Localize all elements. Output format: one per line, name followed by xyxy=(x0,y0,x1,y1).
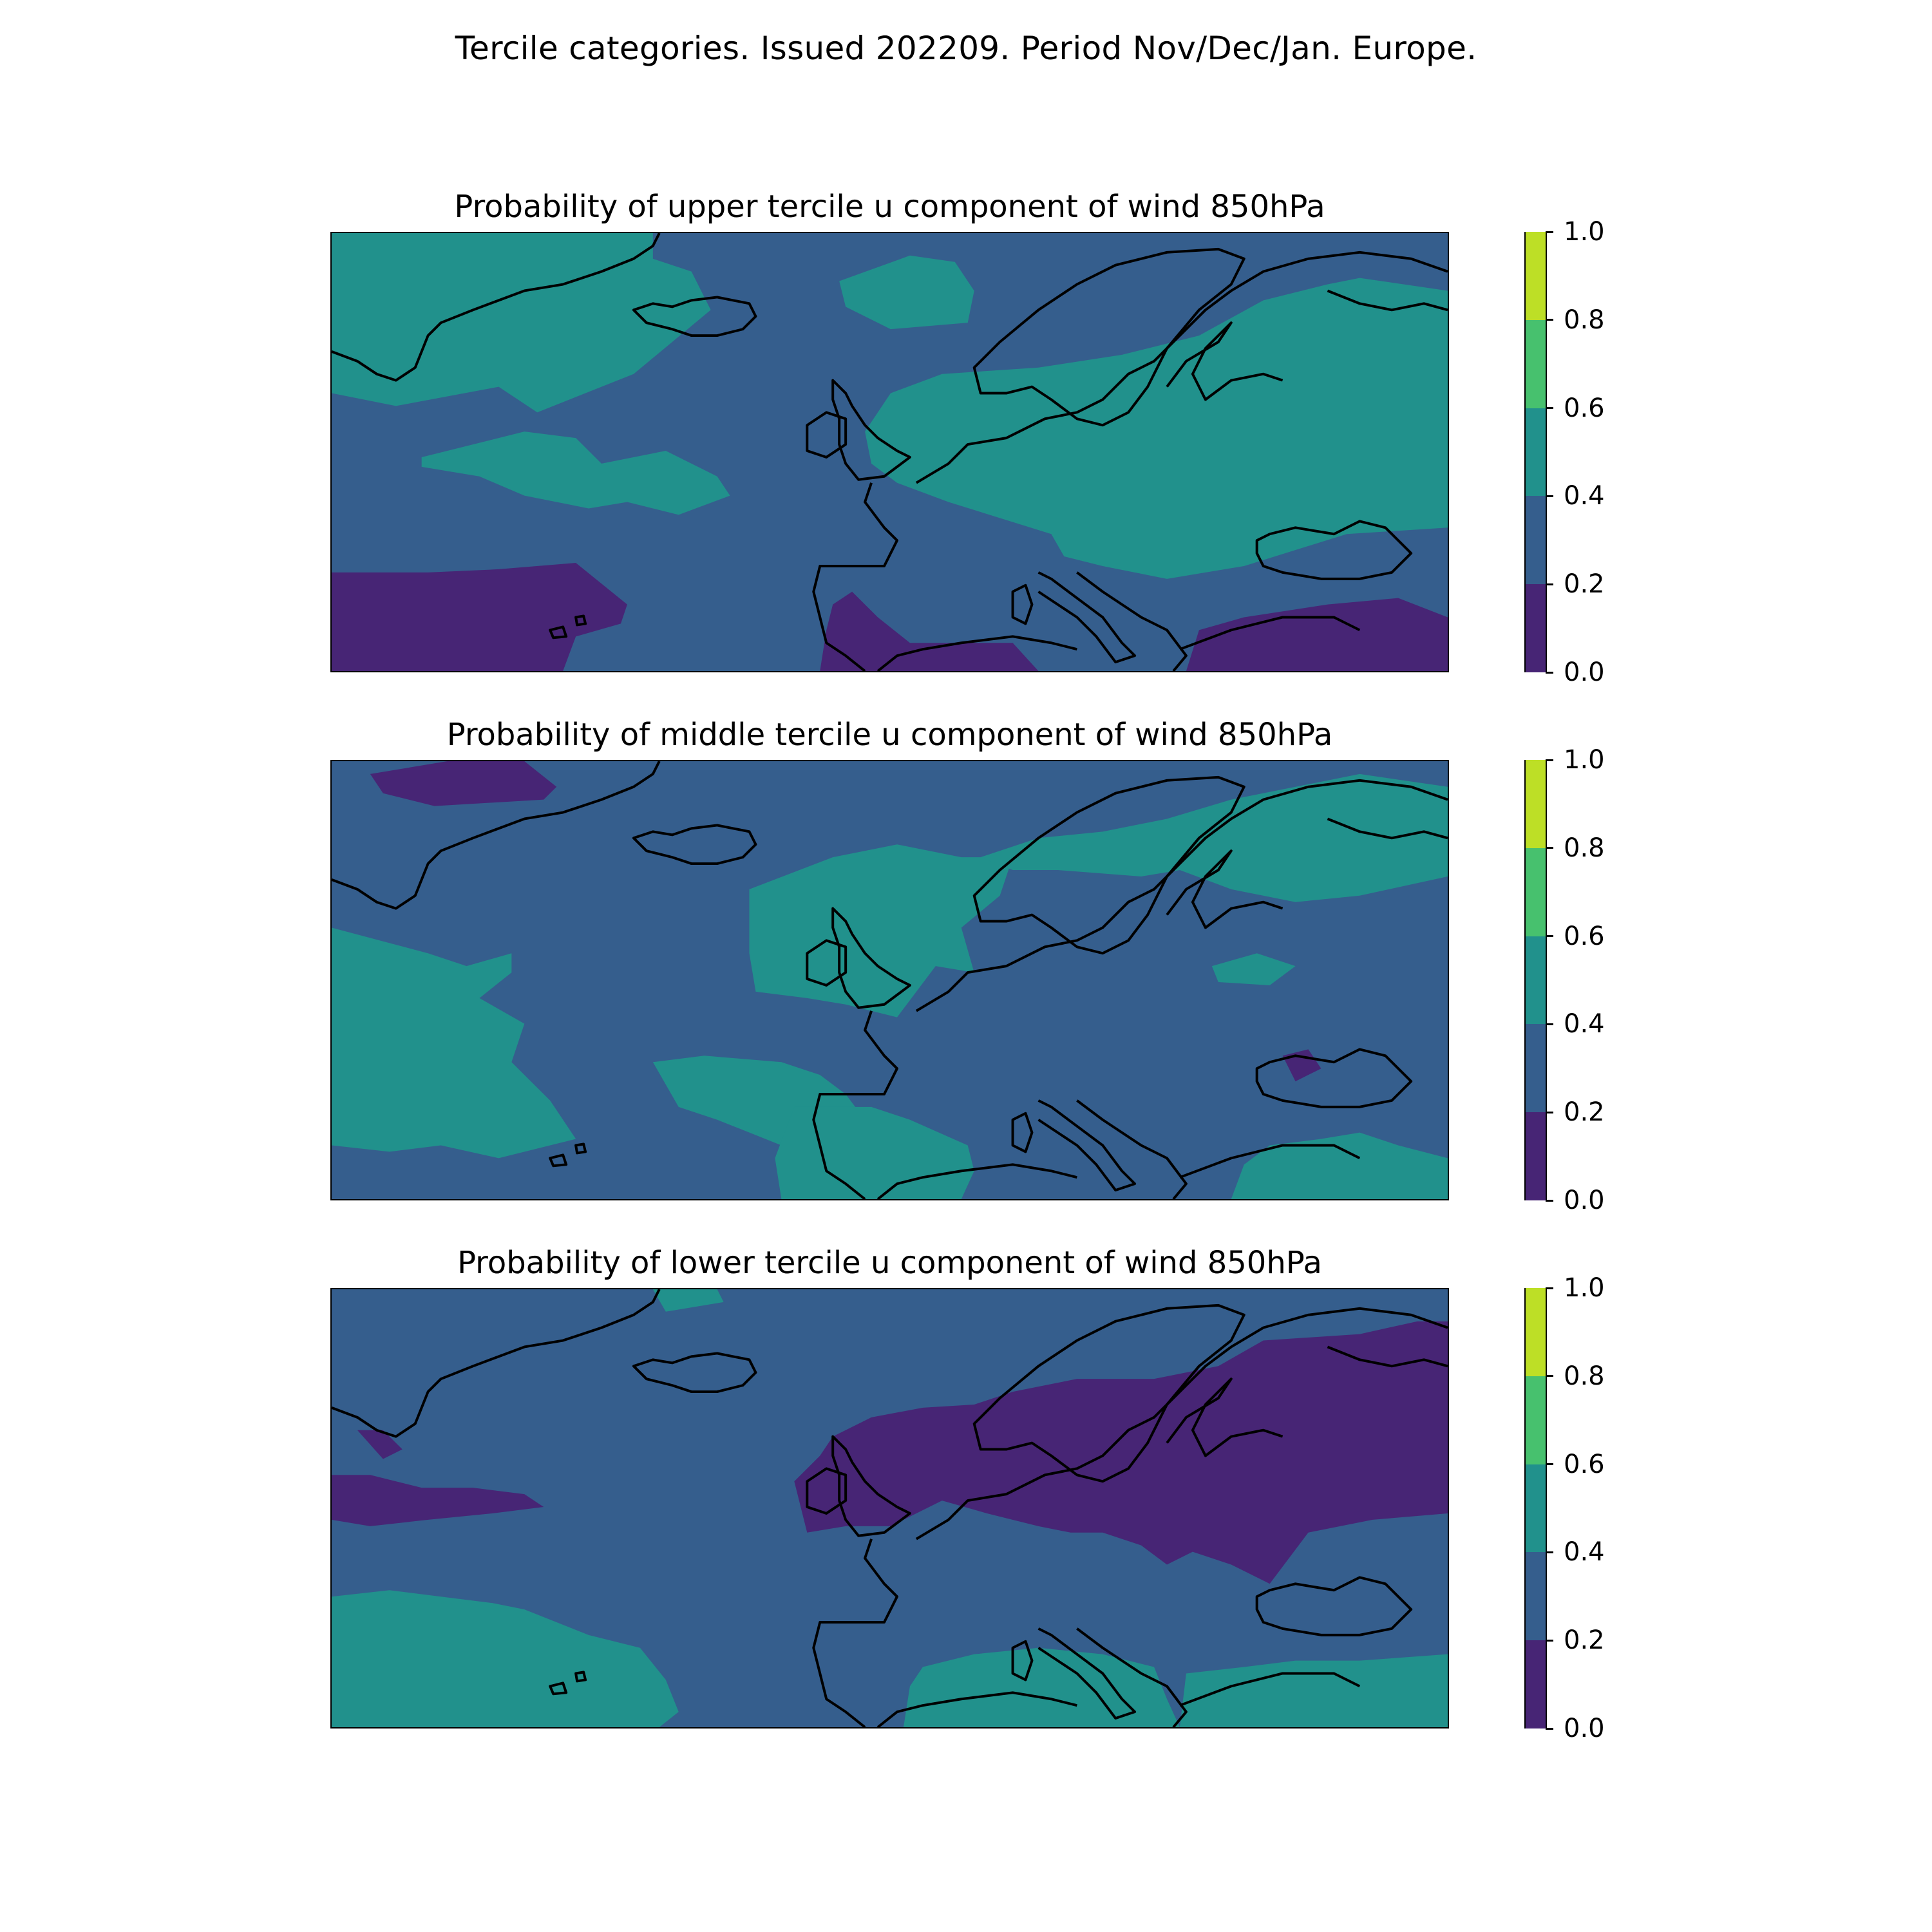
region-norwegian-sea-patch xyxy=(839,255,974,330)
region-north-scandinavia xyxy=(980,773,1448,902)
colorbar-bin-2 xyxy=(1526,408,1546,497)
colorbar-tick xyxy=(1546,759,1553,761)
region-atlantic-west xyxy=(332,927,576,1159)
figure-title: Tercile categories. Issued 202209. Perio… xyxy=(455,30,1477,67)
colorbar-bin-0 xyxy=(1526,1112,1546,1200)
colorbar-bin-4 xyxy=(1526,232,1546,320)
colorbar-lower xyxy=(1524,1288,1547,1728)
panel-title-lower: Probability of lower tercile u component… xyxy=(457,1245,1322,1281)
region-greenland-band xyxy=(332,233,711,413)
colorbar-tick-label: 0.0 xyxy=(1564,658,1605,687)
map-upper-canvas xyxy=(332,233,1448,671)
region-baltic-patch xyxy=(1211,953,1296,985)
colorbar-tick-label: 1.0 xyxy=(1564,217,1605,247)
colorbar-tick xyxy=(1546,671,1553,674)
region-east-med-high xyxy=(1179,1654,1448,1727)
map-middle-canvas xyxy=(332,761,1448,1199)
colorbar-bin-4 xyxy=(1526,760,1546,848)
region-north-europe-low xyxy=(794,1321,1448,1584)
colorbar-tick-label: 1.0 xyxy=(1564,745,1605,775)
map-upper-tercile xyxy=(330,232,1449,672)
colorbar-tick xyxy=(1546,583,1553,585)
colorbar-tick xyxy=(1546,231,1553,233)
region-british-isles xyxy=(749,844,1013,1018)
colorbar-tick xyxy=(1546,935,1553,938)
region-iberia-low xyxy=(820,591,1039,671)
colorbar-tick-label: 0.4 xyxy=(1564,1009,1605,1039)
colorbar-tick-label: 0.2 xyxy=(1564,569,1605,600)
colorbar-tick-label: 0.6 xyxy=(1564,921,1605,951)
colorbar-tick xyxy=(1546,319,1553,321)
coastlines-upper xyxy=(332,233,1448,671)
colorbar-tick-label: 0.2 xyxy=(1564,1097,1605,1128)
map-middle-tercile xyxy=(330,760,1449,1200)
colorbar-tick xyxy=(1546,1023,1553,1025)
colorbar-tick-label: 0.8 xyxy=(1564,305,1605,335)
region-mediterranean-high xyxy=(903,1647,1180,1727)
colorbar-tick-label: 0.0 xyxy=(1564,1714,1605,1743)
colorbar-tick xyxy=(1546,1111,1553,1113)
region-greenland-low xyxy=(357,1430,402,1459)
colorbar-tick xyxy=(1546,1727,1553,1730)
colorbar-bin-3 xyxy=(1526,1376,1546,1464)
colorbar-tick-label: 1.0 xyxy=(1564,1273,1605,1303)
colorbar-bin-1 xyxy=(1526,1552,1546,1641)
region-europe-russia xyxy=(865,278,1448,579)
colorbar-bin-3 xyxy=(1526,319,1546,408)
colorbar-tick-label: 0.8 xyxy=(1564,1361,1605,1391)
colorbar-tick xyxy=(1546,1639,1553,1642)
colorbar-tick-label: 0.2 xyxy=(1564,1625,1605,1656)
colorbar-bin-3 xyxy=(1526,848,1546,936)
coastlines-middle xyxy=(332,761,1448,1199)
colorbar-tick xyxy=(1546,1199,1553,1202)
colorbar-bin-2 xyxy=(1526,936,1546,1025)
colorbar-tick xyxy=(1546,407,1553,410)
coastlines-lower xyxy=(332,1289,1448,1727)
region-atlantic-low-band xyxy=(332,1475,544,1526)
colorbar-tick xyxy=(1546,1375,1553,1378)
colorbar-tick-label: 0.4 xyxy=(1564,481,1605,511)
map-lower-tercile xyxy=(330,1288,1449,1728)
region-sw-atlantic-low xyxy=(332,562,627,671)
region-east-med-low xyxy=(1186,598,1448,671)
colorbar-tick-label: 0.6 xyxy=(1564,1449,1605,1479)
colorbar-bin-0 xyxy=(1526,1640,1546,1728)
colorbar-tick xyxy=(1546,495,1553,497)
colorbar-bin-1 xyxy=(1526,496,1546,585)
colorbar-tick-label: 0.8 xyxy=(1564,833,1605,863)
panel-title-middle: Probability of middle tercile u componen… xyxy=(446,717,1333,753)
colorbar-tick-label: 0.4 xyxy=(1564,1537,1605,1567)
region-turkey xyxy=(1231,1132,1448,1199)
region-north-atlantic-high xyxy=(652,1289,724,1312)
colorbar-bin-4 xyxy=(1526,1288,1546,1376)
colorbar-bin-0 xyxy=(1526,584,1546,672)
colorbar-tick xyxy=(1546,1287,1553,1289)
colorbar-middle xyxy=(1524,760,1547,1200)
colorbar-bin-1 xyxy=(1526,1024,1546,1113)
panel-title-upper: Probability of upper tercile u component… xyxy=(454,189,1325,225)
colorbar-tick-label: 0.0 xyxy=(1564,1186,1605,1215)
colorbar-tick xyxy=(1546,1463,1553,1466)
colorbar-tick xyxy=(1546,847,1553,849)
region-greenland-low xyxy=(370,761,557,806)
colorbar-upper xyxy=(1524,232,1547,672)
region-atlantic-patch xyxy=(421,431,730,515)
colorbar-bin-2 xyxy=(1526,1464,1546,1553)
colorbar-tick-label: 0.6 xyxy=(1564,393,1605,423)
region-sw-atlantic-high xyxy=(332,1590,679,1727)
map-lower-canvas xyxy=(332,1289,1448,1727)
colorbar-tick xyxy=(1546,1551,1553,1553)
